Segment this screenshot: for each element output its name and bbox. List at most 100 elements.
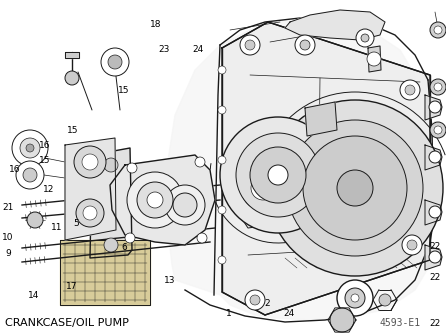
Text: 4593-E1: 4593-E1 [380,318,421,328]
Text: 22: 22 [429,320,441,328]
Text: 5: 5 [73,219,78,227]
Circle shape [351,294,359,302]
Polygon shape [110,155,215,245]
Circle shape [367,52,381,66]
Text: 18: 18 [149,20,161,28]
Circle shape [429,251,441,263]
Circle shape [407,240,417,250]
Circle shape [250,295,260,305]
Circle shape [108,55,122,69]
Circle shape [12,130,48,166]
Circle shape [127,172,183,228]
Circle shape [197,233,207,243]
Circle shape [345,288,365,308]
Circle shape [236,133,320,217]
Polygon shape [305,102,337,136]
Circle shape [220,117,336,233]
Circle shape [434,26,442,34]
Polygon shape [425,95,442,120]
Circle shape [429,206,441,218]
Circle shape [379,294,391,306]
Circle shape [83,206,97,220]
Circle shape [147,192,163,208]
Circle shape [268,165,288,185]
Polygon shape [425,145,442,170]
Circle shape [82,154,98,170]
Text: 15: 15 [118,86,130,95]
Polygon shape [60,240,150,305]
Polygon shape [65,52,79,58]
Text: 23: 23 [158,45,170,54]
Circle shape [137,182,173,218]
Circle shape [27,212,43,228]
Circle shape [356,29,374,47]
Text: 24: 24 [283,310,295,318]
Circle shape [218,256,226,264]
Text: 16: 16 [39,141,50,150]
Polygon shape [232,148,295,228]
Circle shape [218,106,226,114]
Text: 15: 15 [39,157,50,165]
Circle shape [218,206,226,214]
Circle shape [245,40,255,50]
Circle shape [173,193,197,217]
Circle shape [16,161,44,189]
Text: 2: 2 [264,299,269,308]
Circle shape [434,83,442,91]
Circle shape [402,235,422,255]
Text: 22: 22 [429,273,441,282]
Polygon shape [285,10,385,40]
Polygon shape [90,148,132,258]
Text: 14: 14 [28,291,39,300]
Polygon shape [425,245,442,270]
Circle shape [330,308,354,332]
Text: 11: 11 [51,223,63,231]
Text: 12: 12 [43,185,55,194]
Circle shape [251,176,275,200]
Circle shape [430,22,446,38]
Circle shape [434,126,442,134]
Circle shape [26,144,34,152]
Circle shape [104,238,118,252]
Text: 24: 24 [193,45,204,54]
Text: 9: 9 [5,249,11,258]
Text: 15: 15 [66,126,78,135]
Circle shape [429,151,441,163]
Circle shape [267,100,443,276]
Circle shape [400,80,420,100]
Circle shape [195,157,205,167]
Circle shape [287,120,423,256]
Circle shape [76,199,104,227]
Circle shape [430,79,446,95]
Text: 10: 10 [2,233,14,241]
Circle shape [20,138,40,158]
Circle shape [295,35,315,55]
Circle shape [74,146,106,178]
Circle shape [337,170,373,206]
Circle shape [127,163,137,173]
Circle shape [65,71,79,85]
Text: 16: 16 [8,165,20,174]
Circle shape [125,233,135,243]
Polygon shape [368,46,381,72]
Circle shape [361,34,369,42]
Circle shape [218,66,226,74]
Text: 21: 21 [2,203,14,211]
Circle shape [337,280,373,316]
Polygon shape [222,22,430,315]
Text: 1: 1 [226,310,231,318]
Circle shape [241,166,285,210]
Circle shape [104,158,118,172]
Text: 17: 17 [66,282,77,291]
Circle shape [303,136,407,240]
Text: 6: 6 [121,243,127,252]
Circle shape [429,101,441,113]
Text: 13: 13 [164,276,175,285]
Polygon shape [165,20,430,320]
Text: CRANKCASE/OIL PUMP: CRANKCASE/OIL PUMP [5,318,129,328]
Circle shape [218,156,226,164]
Polygon shape [425,200,442,225]
Text: 22: 22 [429,242,441,251]
Circle shape [250,147,306,203]
Circle shape [165,185,205,225]
